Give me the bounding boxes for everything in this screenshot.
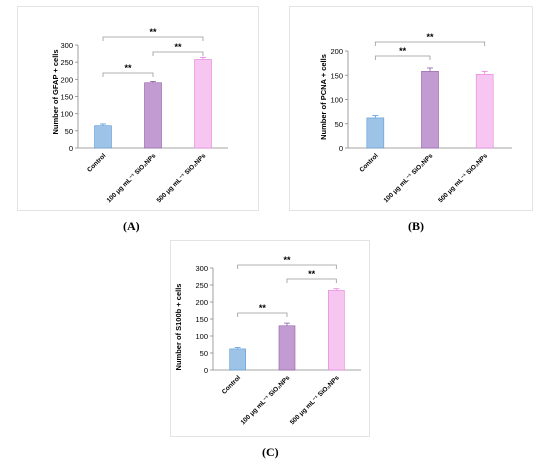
bar	[475, 73, 494, 149]
significance-label: **	[124, 63, 132, 73]
x-tick-label: 500 μg mL⁻¹ SiO₂NPs	[289, 374, 341, 426]
y-tick-label: 150	[60, 93, 73, 102]
y-tick-label: 150	[330, 71, 343, 80]
significance-bracket	[374, 41, 486, 46]
bar	[229, 348, 246, 371]
y-tick-label: 100	[60, 110, 73, 119]
x-tick-label: 100 μg mL⁻¹ SiO₂NPs	[106, 152, 158, 204]
chart-panel-c: 0 50 100 150 200 250 300 Number of S100b + cell…	[170, 240, 370, 437]
y-tick-label: 50	[200, 349, 208, 358]
panel-label-c: (C)	[262, 445, 279, 459]
x-tick-label: Control	[86, 152, 107, 173]
bar	[366, 117, 385, 149]
x-tick-label: 500 μg mL⁻¹ SiO₂NPs	[437, 152, 489, 204]
y-tick-label: 200	[60, 75, 73, 84]
bar	[278, 325, 296, 371]
x-tick-label: Control	[358, 152, 379, 173]
significance-label: **	[259, 303, 267, 313]
y-tick-label: 250	[195, 281, 208, 290]
panel-label-b: (B)	[408, 219, 424, 233]
significance-label: **	[308, 269, 316, 279]
y-tick-label: 200	[195, 298, 208, 307]
significance-label: **	[426, 32, 434, 42]
y-axis-title: Number of S100b + cells	[174, 284, 183, 371]
y-tick-label: 0	[69, 144, 73, 153]
significance-bracket	[102, 36, 204, 41]
y-axis-title: Number of GFAP + cells	[51, 49, 60, 134]
significance-label: **	[399, 46, 407, 56]
y-tick-label: 0	[204, 366, 208, 375]
bar	[144, 82, 162, 149]
significance-label: **	[283, 255, 291, 265]
x-tick-label: 500 μg mL⁻¹ SiO₂NPs	[156, 152, 208, 204]
y-tick-label: 100	[330, 96, 343, 105]
bar	[194, 59, 212, 149]
y-tick-label: 150	[195, 315, 208, 324]
y-tick-label: 100	[195, 332, 208, 341]
x-tick-label: 100 μg mL⁻¹ SiO₂NPs	[383, 152, 435, 204]
significance-bracket	[102, 72, 154, 77]
bar	[421, 71, 439, 149]
y-tick-label: 300	[60, 41, 73, 50]
chart-panel-b: 0 50 100 150 200 Number of PCNA + cells Contro…	[289, 6, 533, 211]
significance-label: **	[174, 42, 182, 52]
significance-bracket	[286, 278, 337, 283]
y-tick-label: 50	[65, 127, 73, 136]
x-tick-label: Control	[221, 374, 242, 395]
y-axis-title: Number of PCNA + cells	[319, 54, 328, 140]
chart-c-svg: 0 50 100 150 200 250 300 Number of S100b + cell…	[174, 255, 361, 426]
significance-bracket	[237, 312, 288, 317]
significance-label: **	[149, 27, 157, 37]
x-tick-label: 100 μg mL⁻¹ SiO₂NPs	[240, 374, 292, 426]
bar	[328, 290, 345, 371]
chart-panel-a: 0 50 100 150 200 250 300 Number of GFAP + cells…	[17, 6, 259, 211]
y-tick-label: 200	[330, 47, 343, 56]
y-tick-label: 250	[60, 58, 73, 67]
panel-label-a: (A)	[123, 219, 140, 233]
significance-bracket	[374, 55, 431, 60]
y-tick-label: 300	[195, 264, 208, 273]
y-tick-label: 0	[339, 144, 343, 153]
bar	[94, 125, 112, 149]
y-tick-label: 50	[335, 120, 343, 129]
significance-bracket	[237, 264, 337, 269]
significance-bracket	[152, 51, 204, 56]
